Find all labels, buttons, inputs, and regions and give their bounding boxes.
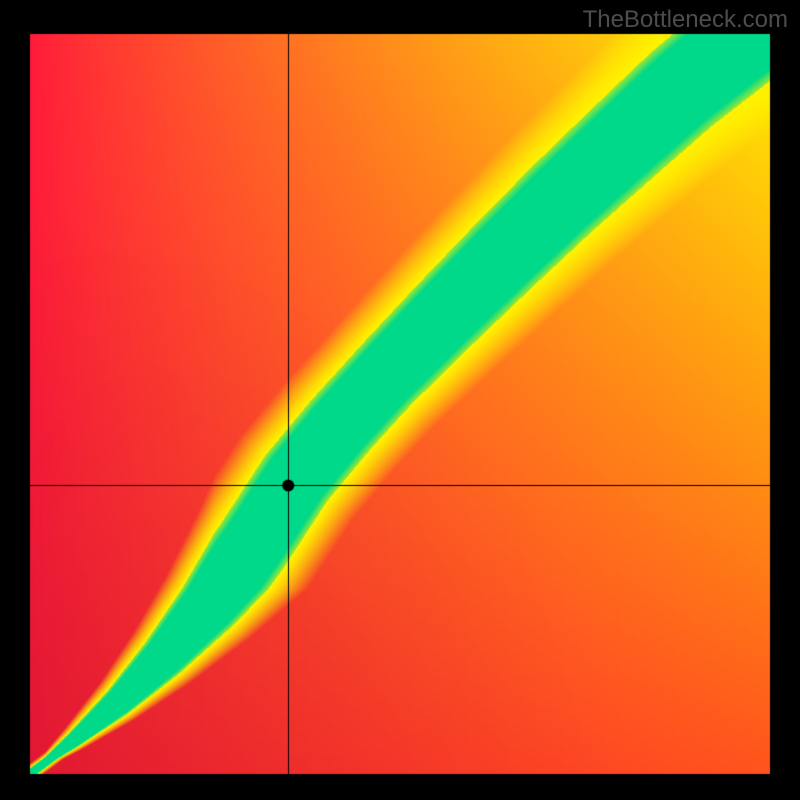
bottleneck-heatmap [0, 0, 800, 800]
watermark-text: TheBottleneck.com [583, 6, 788, 34]
chart-container: TheBottleneck.com [0, 0, 800, 800]
